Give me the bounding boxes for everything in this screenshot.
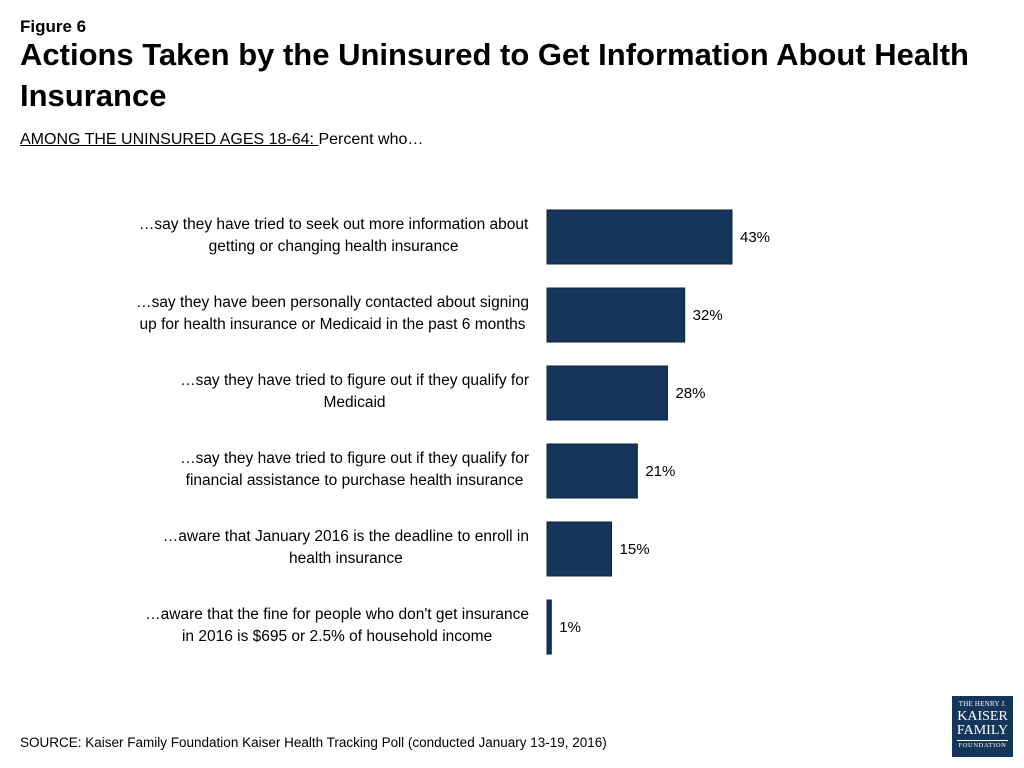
value-label-3: 28% (675, 385, 705, 402)
bar-5 (546, 521, 613, 577)
source-note: SOURCE: Kaiser Family Foundation Kaiser … (20, 735, 607, 750)
logo-line-1: THE HENRY J. (958, 700, 1007, 708)
chart-subtitle: AMONG THE UNINSURED AGES 18-64: Percent … (20, 131, 423, 149)
logo-line-3: FAMILY (956, 723, 1009, 738)
bar-3 (546, 365, 668, 421)
category-label-2: …say they have been personally contacted… (136, 294, 529, 333)
bar-4 (546, 443, 638, 499)
subtitle-population: AMONG THE UNINSURED AGES 18-64: (20, 131, 319, 148)
bar-1 (546, 209, 733, 265)
logo-line-2: KAISER (957, 709, 1008, 724)
value-label-1: 43% (740, 229, 770, 246)
category-label-4: …say they have tried to figure out if th… (180, 450, 529, 489)
figure-label: Figure 6 (20, 17, 87, 36)
value-label-6: 1% (559, 619, 581, 636)
value-label-2: 32% (693, 307, 723, 324)
bar-chart: 43% …say they have tried to seek out more… (136, 209, 770, 655)
category-label-5: …aware that January 2016 is the deadline… (163, 528, 529, 567)
category-label-1: …say they have tried to seek out more in… (139, 216, 529, 255)
category-label-3: …say they have tried to figure out if th… (180, 372, 529, 411)
subtitle-measure: Percent who… (318, 131, 424, 148)
value-label-4: 21% (645, 463, 675, 480)
bar-2 (546, 287, 686, 343)
chart-title: Actions Taken by the Uninsured to Get In… (20, 37, 969, 113)
logo-line-4: FOUNDATION (957, 740, 1008, 749)
value-label-5: 15% (620, 541, 650, 558)
category-label-6: …aware that the fine for people who don'… (145, 606, 529, 645)
bar-6 (546, 599, 552, 655)
kff-logo: THE HENRY J. KAISER FAMILY FOUNDATION (952, 696, 1013, 757)
